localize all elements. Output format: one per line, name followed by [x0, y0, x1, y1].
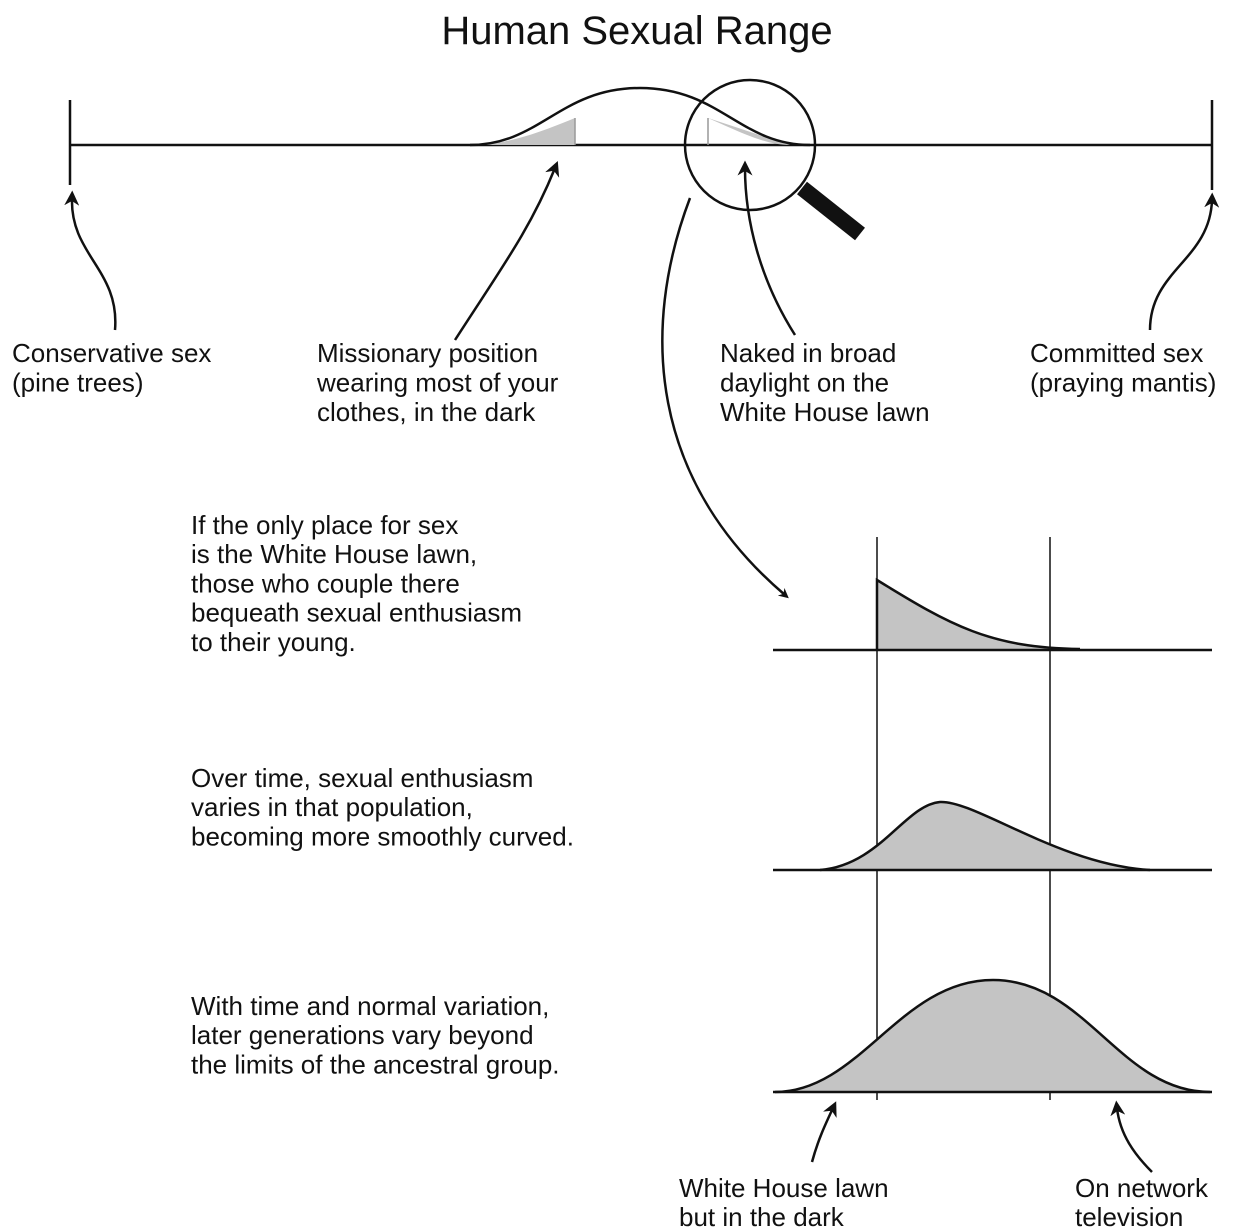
description: is the White House lawn, — [191, 539, 477, 569]
description: later generations vary beyond — [191, 1020, 534, 1050]
label: daylight on the — [720, 368, 889, 398]
bottom-label: On network — [1075, 1173, 1209, 1203]
range-line — [68, 86, 1214, 190]
label: Naked in broad — [720, 338, 896, 368]
description: becoming more smoothly curved. — [191, 821, 574, 851]
description: the limits of the ancestral group. — [191, 1049, 560, 1079]
bottom-label: but in the dark — [679, 1202, 845, 1230]
label: White House lawn — [720, 397, 930, 427]
label: Committed sex — [1030, 338, 1203, 368]
description: those who couple there — [191, 568, 460, 598]
label: wearing most of your — [316, 368, 559, 398]
description: If the only place for sex — [191, 510, 458, 540]
description: bequeath sexual enthusiasm — [191, 598, 522, 628]
label: Missionary position — [317, 338, 538, 368]
description: Over time, sexual enthusiasm — [191, 763, 533, 793]
title: Human Sexual Range — [441, 9, 832, 53]
magnifier — [683, 78, 865, 241]
description: varies in that population, — [191, 792, 473, 822]
label: clothes, in the dark — [317, 397, 536, 427]
arrows — [64, 160, 1220, 1173]
distribution-charts — [773, 537, 1212, 1100]
text-group: Conservative sex(pine trees) Missionary p… — [12, 338, 1216, 1230]
label: (pine trees) — [12, 368, 144, 398]
label: Conservative sex — [12, 338, 211, 368]
description: With time and normal variation, — [191, 991, 549, 1021]
description: to their young. — [191, 627, 356, 657]
bottom-label: television — [1075, 1202, 1183, 1230]
label: (praying mantis) — [1030, 368, 1216, 398]
bottom-label: White House lawn — [679, 1173, 889, 1203]
